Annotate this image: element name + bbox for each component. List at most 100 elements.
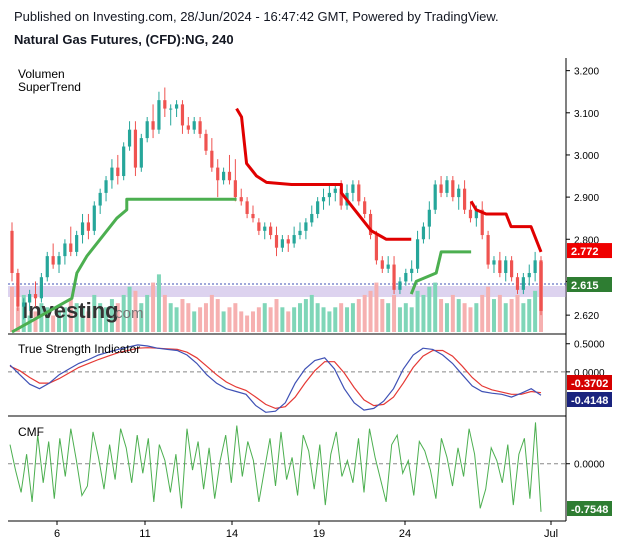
candle-body [33,294,38,299]
candle-body [504,260,508,273]
candle-body [104,180,108,193]
volume-bar [186,303,191,332]
candle-body [45,256,49,278]
volume-bar [57,311,62,332]
candle-body [75,235,79,252]
candle-body [145,121,149,139]
volume-bar [527,299,532,332]
x-axis: 6 11 14 19 24 Jul [54,521,558,540]
volume-bar [62,307,67,332]
volume-bar [274,299,279,332]
candle-body [28,294,32,303]
volume-bar [109,299,114,332]
tsi-signal-line [9,347,542,410]
volume-bar [151,282,156,332]
instrument-title: Natural Gas Futures, (CFD):NG, 240 [14,32,234,47]
y-tick-label: 3.100 [574,109,599,120]
candle-body [521,277,525,290]
volume-bar [256,307,261,332]
candle-body [292,235,296,244]
volume-bar [327,311,332,332]
candle-body [63,243,67,257]
volume-bar [444,303,449,332]
volume-bar [350,303,355,332]
candle-body [86,222,91,231]
volume-bar [486,286,491,332]
x-tick-label: 24 [399,528,411,540]
candle-body [80,222,85,236]
candle-body [127,129,132,147]
cmf-y-tick-label: 0.0000 [574,460,605,471]
watermark-suffix: .com [111,305,144,322]
candle-body [410,268,414,273]
candle-body [333,188,337,193]
tsi-signal-badge: -0.3702 [571,378,608,390]
tsi-line [9,344,542,413]
x-tick-label: 6 [54,528,60,540]
candle-body [468,209,473,219]
cmf-badge: -0.7548 [571,504,608,516]
volume-bar [104,307,109,332]
candle-body [286,239,290,244]
candle-body [151,121,155,130]
volume-bar [139,303,144,332]
tsi-title: True Strength Indicator [18,342,140,356]
volume-bar [233,303,238,332]
volume-bar [86,311,91,332]
y-tick-label: 2.620 [574,311,599,322]
candle-body [22,302,26,307]
candle-body [327,192,331,198]
candle-body [186,125,190,130]
volume-bar [333,307,338,332]
candle-body [157,100,161,130]
supertrend-line [235,107,412,241]
supertrend-line [11,197,237,334]
legend-volume: Volumen [18,67,65,81]
y-tick-label: 3.200 [574,67,599,78]
candle-body [321,197,326,202]
candle-body [445,180,449,193]
volume-bar [497,294,502,332]
volume-bar [450,294,455,332]
candle-body [368,213,373,236]
candle-body [374,235,379,261]
volume-bar [51,315,56,332]
volume-bar [10,286,14,332]
volume-bar [491,299,496,332]
candle-body [174,104,179,109]
supertrend-badge-bg [567,243,612,259]
volume-bar [286,311,291,332]
candle-body [110,167,114,181]
volume-bar [280,307,285,332]
volume-bar [309,294,314,332]
last-price-badge: 2.615 [571,280,599,292]
x-tick-label: 19 [313,528,325,540]
candle-body [222,171,226,181]
volume-bar [409,307,414,332]
volume-bar [168,303,173,332]
price-pane: 3.2003.1003.0002.9002.8002.7002.620Inves… [8,67,612,334]
candle-body [474,209,478,219]
candle-body [351,184,355,193]
candle-body [180,104,185,126]
volume-bar [503,303,508,332]
volume-bar [480,294,485,332]
tsi-pane: 0.5000 0.0000 True Strength Indicator -0.37… [8,340,612,413]
candle-body [451,180,455,198]
candle-body [204,133,208,151]
volume-bar [239,311,244,332]
cmf-badge-bg [567,501,612,516]
candle-body [462,188,467,210]
candle-body [510,260,514,278]
volume-bar [433,282,438,332]
volume-bar [533,290,538,332]
candle-body [192,121,196,130]
x-tick-label: Jul [544,528,558,540]
tsi-signal-badge-bg [567,375,612,390]
candle-body [39,277,43,299]
candle-body [480,209,484,236]
volume-bar [33,311,38,332]
volume-bar [392,294,397,332]
supertrend-line [409,250,472,295]
